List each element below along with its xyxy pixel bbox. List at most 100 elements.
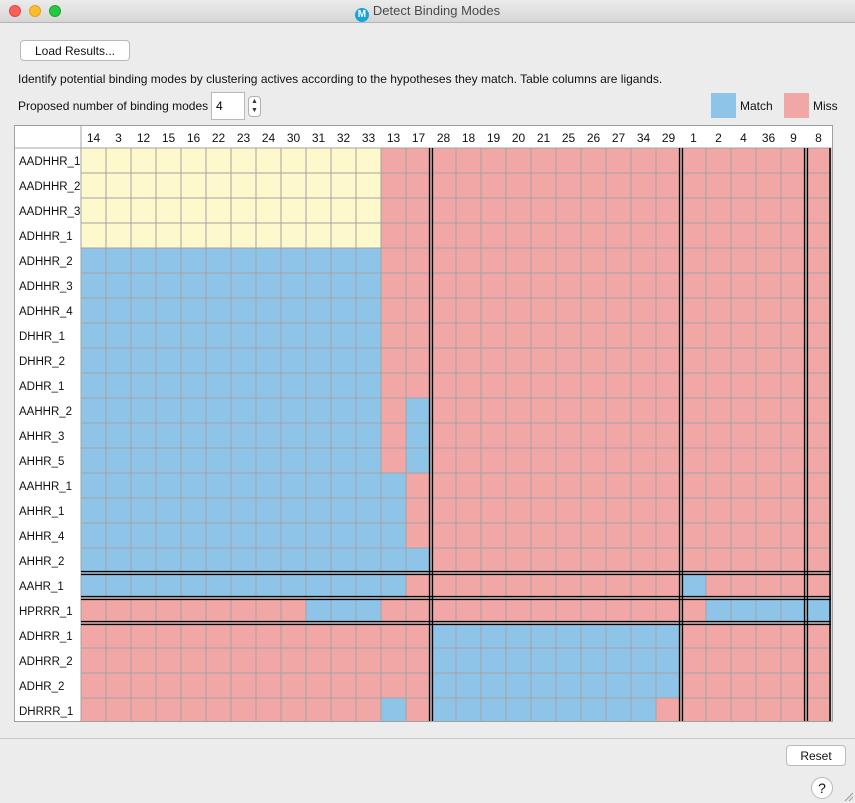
matrix-cell[interactable]	[730, 172, 757, 199]
matrix-cell[interactable]	[805, 522, 832, 549]
matrix-cell[interactable]	[155, 572, 182, 599]
matrix-cell[interactable]	[355, 622, 382, 649]
matrix-cell[interactable]	[780, 472, 807, 499]
column-header[interactable]: 12	[137, 131, 151, 145]
matrix-cell[interactable]	[180, 697, 207, 721]
matrix-cell[interactable]	[230, 547, 257, 574]
matrix-cell[interactable]	[280, 322, 307, 349]
matrix-cell[interactable]	[705, 322, 732, 349]
matrix-cell[interactable]	[455, 472, 482, 499]
matrix-cell[interactable]	[505, 197, 532, 224]
matrix-cell[interactable]	[330, 147, 357, 174]
matrix-cell[interactable]	[130, 672, 157, 699]
matrix-cell[interactable]	[555, 247, 582, 274]
matrix-cell[interactable]	[330, 697, 357, 721]
matrix-cell[interactable]	[255, 247, 282, 274]
matrix-cell[interactable]	[130, 647, 157, 674]
matrix-cell[interactable]	[505, 597, 532, 624]
matrix-cell[interactable]	[305, 247, 332, 274]
matrix-cell[interactable]	[205, 247, 232, 274]
matrix-cell[interactable]	[655, 347, 682, 374]
matrix-cell[interactable]	[405, 347, 432, 374]
matrix-cell[interactable]	[780, 422, 807, 449]
load-results-button[interactable]: Load Results...	[20, 40, 130, 61]
matrix-cell[interactable]	[430, 372, 457, 399]
matrix-cell[interactable]	[505, 572, 532, 599]
matrix-cell[interactable]	[280, 372, 307, 399]
matrix-cell[interactable]	[105, 397, 132, 424]
matrix-cell[interactable]	[205, 447, 232, 474]
matrix-cell[interactable]	[330, 672, 357, 699]
matrix-cell[interactable]	[230, 447, 257, 474]
matrix-cell[interactable]	[755, 422, 782, 449]
matrix-cell[interactable]	[805, 172, 832, 199]
matrix-cell[interactable]	[705, 522, 732, 549]
matrix-cell[interactable]	[680, 622, 707, 649]
matrix-cell[interactable]	[380, 572, 407, 599]
matrix-cell[interactable]	[105, 447, 132, 474]
matrix-cell[interactable]	[655, 222, 682, 249]
matrix-cell[interactable]	[355, 347, 382, 374]
matrix-cell[interactable]	[655, 297, 682, 324]
row-header[interactable]: ADHHR_3	[19, 281, 73, 293]
matrix-cell[interactable]	[680, 522, 707, 549]
column-header[interactable]: 22	[212, 131, 226, 145]
matrix-cell[interactable]	[105, 472, 132, 499]
matrix-cell[interactable]	[355, 222, 382, 249]
matrix-cell[interactable]	[305, 272, 332, 299]
matrix-cell[interactable]	[380, 422, 407, 449]
row-header[interactable]: DHHR_2	[19, 356, 65, 368]
row-header[interactable]: ADHRR_2	[19, 656, 73, 668]
matrix-cell[interactable]	[730, 547, 757, 574]
matrix-cell[interactable]	[455, 172, 482, 199]
matrix-cell[interactable]	[330, 247, 357, 274]
matrix-cell[interactable]	[130, 322, 157, 349]
matrix-cell[interactable]	[230, 247, 257, 274]
matrix-cell[interactable]	[705, 572, 732, 599]
matrix-cell[interactable]	[580, 497, 607, 524]
matrix-cell[interactable]	[305, 547, 332, 574]
matrix-cell[interactable]	[180, 522, 207, 549]
column-header[interactable]: 33	[362, 131, 376, 145]
matrix-cell[interactable]	[430, 172, 457, 199]
matrix-cell[interactable]	[805, 622, 832, 649]
matrix-cell[interactable]	[380, 322, 407, 349]
matrix-cell[interactable]	[380, 497, 407, 524]
matrix-cell[interactable]	[530, 147, 557, 174]
matrix-cell[interactable]	[730, 472, 757, 499]
matrix-cell[interactable]	[605, 222, 632, 249]
matrix-cell[interactable]	[680, 697, 707, 721]
matrix-cell[interactable]	[155, 497, 182, 524]
column-header[interactable]: 34	[637, 131, 651, 145]
matrix-cell[interactable]	[580, 347, 607, 374]
matrix-cell[interactable]	[555, 597, 582, 624]
matrix-cell[interactable]	[680, 572, 707, 599]
matrix-cell[interactable]	[255, 397, 282, 424]
matrix-cell[interactable]	[380, 672, 407, 699]
matrix-cell[interactable]	[505, 347, 532, 374]
matrix-cell[interactable]	[255, 222, 282, 249]
matrix-cell[interactable]	[255, 297, 282, 324]
matrix-cell[interactable]	[555, 497, 582, 524]
matrix-cell[interactable]	[430, 547, 457, 574]
matrix-cell[interactable]	[805, 247, 832, 274]
matrix-cell[interactable]	[505, 497, 532, 524]
matrix-cell[interactable]	[455, 697, 482, 721]
matrix-cell[interactable]	[505, 547, 532, 574]
matrix-cell[interactable]	[355, 447, 382, 474]
matrix-cell[interactable]	[455, 197, 482, 224]
matrix-cell[interactable]	[680, 447, 707, 474]
matrix-cell[interactable]	[480, 347, 507, 374]
matrix-cell[interactable]	[505, 147, 532, 174]
matrix-cell[interactable]	[180, 472, 207, 499]
matrix-cell[interactable]	[555, 572, 582, 599]
matrix-cell[interactable]	[555, 372, 582, 399]
matrix-cell[interactable]	[455, 522, 482, 549]
matrix-cell[interactable]	[105, 572, 132, 599]
matrix-cell[interactable]	[805, 697, 832, 721]
matrix-cell[interactable]	[480, 647, 507, 674]
matrix-cell[interactable]	[405, 147, 432, 174]
row-header[interactable]: AADHHR_3	[19, 206, 80, 218]
matrix-cell[interactable]	[730, 222, 757, 249]
matrix-cell[interactable]	[155, 147, 182, 174]
